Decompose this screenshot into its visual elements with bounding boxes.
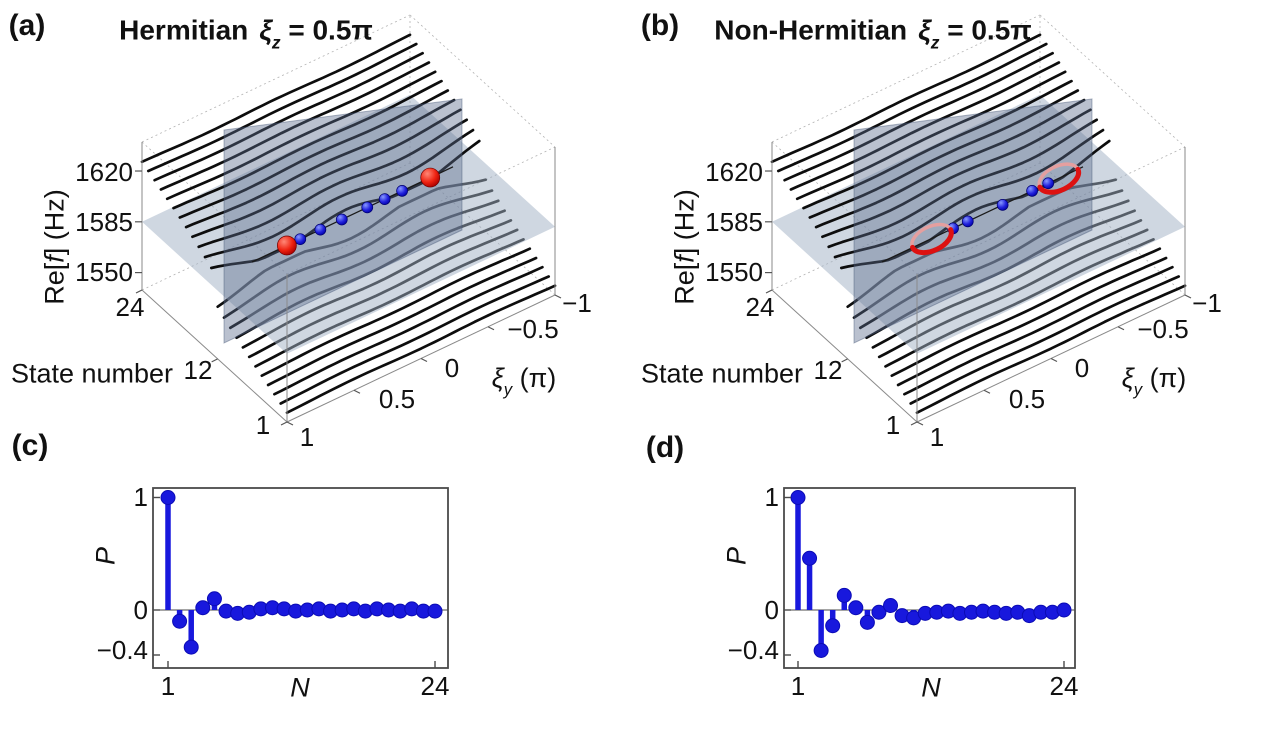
panel-d-ytick-0: 0 xyxy=(764,595,779,625)
panel-a-state-tick-24: 24 xyxy=(115,292,145,322)
panel-d-ytick-m04: −0.4 xyxy=(727,635,779,665)
panel-a-ztick-1550: 1550 xyxy=(75,257,133,287)
panel-b-letter: (b) xyxy=(640,9,680,42)
hermitian-stem-plot xyxy=(152,487,449,669)
panel-b-xi-axis-label: ξy (π) xyxy=(1121,362,1187,400)
panel-a-state-axis-label: State number xyxy=(10,358,174,389)
panel-b-xitick-0: 0 xyxy=(1074,353,1090,383)
panel-a-letter: (a) xyxy=(8,9,46,42)
panel-b-title: Non-Hermitian ξz = 0.5π xyxy=(714,14,1032,53)
panel-a-state-tick-12: 12 xyxy=(183,355,213,385)
panel-b-ztick-1550: 1550 xyxy=(705,257,763,287)
non-hermitian-3d-plot xyxy=(765,14,1192,426)
panel-a-ztick-1585: 1585 xyxy=(75,207,133,237)
panel-a-z-axis-label: Re[f] (Hz) xyxy=(39,189,70,305)
panel-b-z-axis-label: Re[f] (Hz) xyxy=(669,189,700,305)
panel-c-ytick-1: 1 xyxy=(133,482,148,512)
panel-c-ytick-m04: −0.4 xyxy=(96,635,148,665)
panel-a-xitick-m05: −0.5 xyxy=(507,314,559,344)
panel-a-xitick-1: 1 xyxy=(299,422,315,452)
hermitian-3d-plot xyxy=(135,14,562,426)
panel-b-xitick-05: 0.5 xyxy=(1008,384,1046,414)
panel-c-letter: (c) xyxy=(11,429,49,462)
panel-a-xitick-05: 0.5 xyxy=(378,384,416,414)
panel-a-ztick-1620: 1620 xyxy=(75,157,133,187)
panel-a-title: Hermitian ξz = 0.5π xyxy=(119,14,373,53)
panel-b-xitick-m1: −1 xyxy=(1192,288,1222,318)
panel-d-xtick-24: 24 xyxy=(1049,671,1079,701)
panel-c-xtick-24: 24 xyxy=(420,671,450,701)
panel-d-xtick-1: 1 xyxy=(790,671,806,701)
panel-b-state-tick-12: 12 xyxy=(813,355,843,385)
panel-b-xitick-1: 1 xyxy=(929,422,945,452)
panel-b-state-tick-1: 1 xyxy=(885,410,901,440)
panel-b-state-axis-label: State number xyxy=(640,358,804,389)
panel-c-ylabel: P xyxy=(90,546,121,566)
panel-c-ytick-0: 0 xyxy=(133,595,148,625)
panel-b-ztick-1620: 1620 xyxy=(705,157,763,187)
panel-a-xi-axis-label: ξy (π) xyxy=(491,362,557,400)
panel-b-ztick-1585: 1585 xyxy=(705,207,763,237)
panel-a-xitick-m1: −1 xyxy=(562,288,592,318)
panel-c-xlabel: N xyxy=(290,672,310,703)
panel-d-letter: (d) xyxy=(645,431,685,464)
panel-d-ytick-1: 1 xyxy=(764,482,779,512)
panel-a-xitick-0: 0 xyxy=(444,353,460,383)
non-hermitian-stem-plot xyxy=(783,487,1076,669)
panel-b-xitick-m05: −0.5 xyxy=(1137,314,1189,344)
panel-d-ylabel: P xyxy=(721,546,752,566)
panel-b-state-tick-24: 24 xyxy=(745,292,775,322)
panel-d-xlabel: N xyxy=(921,672,941,703)
panel-a-state-tick-1: 1 xyxy=(255,410,271,440)
panel-c-xtick-1: 1 xyxy=(160,671,176,701)
